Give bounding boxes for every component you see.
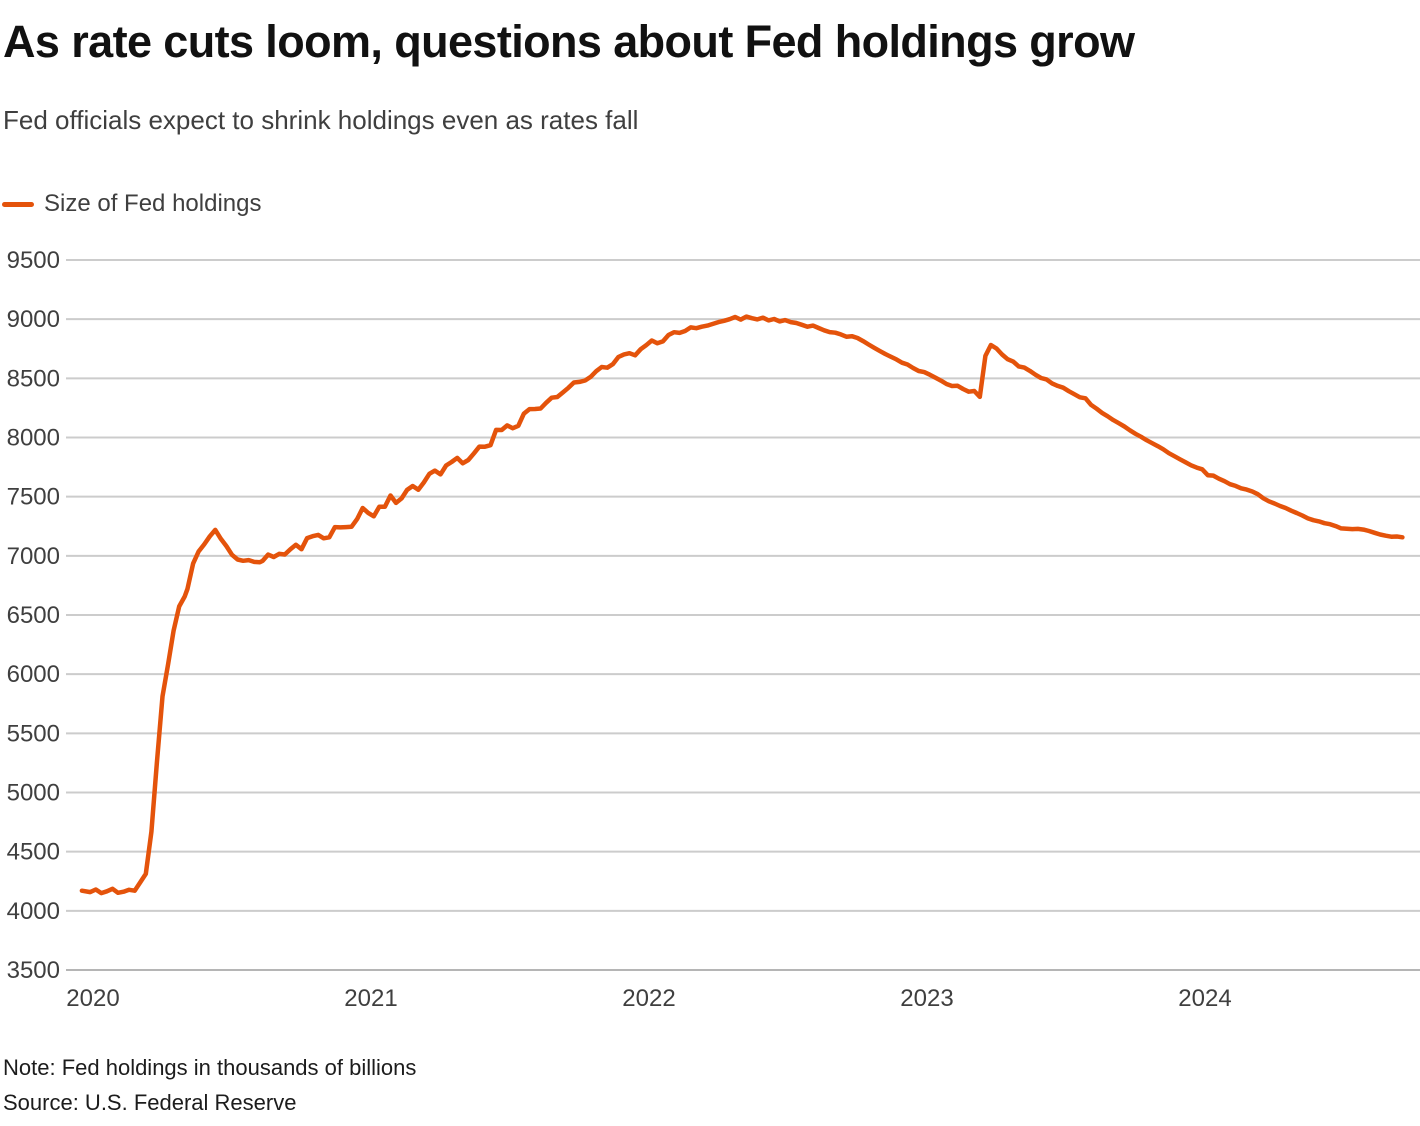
y-tick-label-9500: 9500 xyxy=(7,247,60,274)
x-tick-label-2023: 2023 xyxy=(900,985,953,1012)
source-credit: Source: U.S. Federal Reserve xyxy=(3,1090,297,1115)
legend-label: Size of Fed holdings xyxy=(44,190,262,217)
footnote: Note: Fed holdings in thousands of billi… xyxy=(3,1055,417,1080)
series-line-fed-holdings xyxy=(79,314,1405,896)
y-tick-label-8000: 8000 xyxy=(7,425,60,452)
x-tick-label-2021: 2021 xyxy=(344,985,397,1012)
y-tick-label-5500: 5500 xyxy=(7,720,60,747)
x-tick-label-2024: 2024 xyxy=(1178,985,1231,1012)
x-tick-label-2020: 2020 xyxy=(66,985,119,1012)
y-tick-label-9000: 9000 xyxy=(7,306,60,333)
y-tick-label-6000: 6000 xyxy=(7,661,60,688)
y-tick-label-6500: 6500 xyxy=(7,602,60,629)
y-tick-label-4500: 4500 xyxy=(7,839,60,866)
chart-title: As rate cuts loom, questions about Fed h… xyxy=(3,16,1135,67)
y-tick-label-7000: 7000 xyxy=(7,543,60,570)
y-tick-label-3500: 3500 xyxy=(7,957,60,984)
x-tick-label-2022: 2022 xyxy=(622,985,675,1012)
y-tick-label-5000: 5000 xyxy=(7,780,60,807)
legend-line-swatch xyxy=(2,201,34,207)
chart-subtitle: Fed officials expect to shrink holdings … xyxy=(3,105,639,135)
y-tick-label-8500: 8500 xyxy=(7,365,60,392)
y-tick-label-4000: 4000 xyxy=(7,898,60,925)
legend: Size of Fed holdings xyxy=(2,190,261,218)
y-tick-label-7500: 7500 xyxy=(7,484,60,511)
